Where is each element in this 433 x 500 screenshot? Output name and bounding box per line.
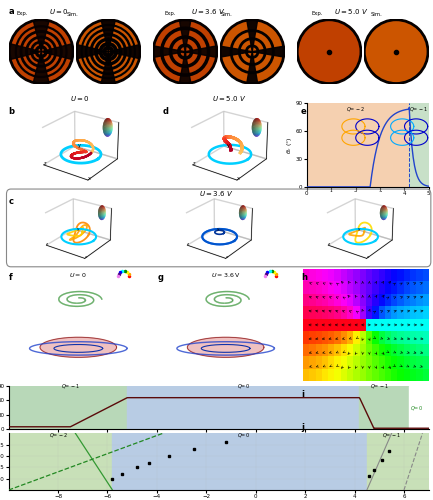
Text: $Q\!=\!0$: $Q\!=\!0$ (410, 404, 423, 412)
Bar (367, 433, 429, 490)
Text: $Q\!=\!-1$: $Q\!=\!-1$ (370, 382, 389, 390)
Text: Sim.: Sim. (221, 12, 233, 16)
Text: h: h (301, 272, 307, 281)
Bar (359, 386, 409, 429)
Text: a: a (9, 8, 14, 16)
Text: $U = 3.6$ V: $U = 3.6$ V (191, 8, 225, 16)
X-axis label: $U$(V): $U$(V) (360, 198, 375, 206)
Text: Exp.: Exp. (165, 12, 176, 16)
Text: $U = 3.6$ V: $U = 3.6$ V (199, 189, 234, 198)
Y-axis label: $\theta_c$ (°): $\theta_c$ (°) (285, 136, 294, 154)
Polygon shape (33, 20, 49, 52)
Circle shape (364, 20, 428, 84)
Text: $U = 5.0$ V: $U = 5.0$ V (333, 8, 368, 16)
Polygon shape (252, 46, 284, 57)
Circle shape (153, 20, 217, 84)
Text: $U = 0$: $U = 0$ (48, 8, 68, 16)
Text: Exp.: Exp. (312, 12, 323, 16)
Text: Sim.: Sim. (370, 12, 382, 16)
Text: $Q\!=\!0$: $Q\!=\!0$ (237, 431, 250, 439)
Polygon shape (179, 20, 191, 52)
Text: $U = 0$: $U = 0$ (69, 271, 87, 279)
Circle shape (220, 20, 284, 84)
Text: i: i (301, 390, 304, 399)
Bar (9, 386, 127, 429)
Text: $Q\!=\!-1$: $Q\!=\!-1$ (382, 431, 401, 439)
Text: $Q\!=\!-1$: $Q\!=\!-1$ (410, 105, 428, 113)
Bar (307, 103, 409, 187)
Text: Exp.: Exp. (16, 12, 28, 16)
Title: $U = 5.0$ V: $U = 5.0$ V (212, 94, 246, 103)
Polygon shape (153, 46, 185, 58)
Polygon shape (101, 52, 115, 84)
Text: f: f (9, 272, 13, 281)
Text: g: g (158, 272, 164, 281)
Circle shape (297, 20, 361, 84)
Text: c: c (9, 198, 14, 206)
Polygon shape (247, 52, 258, 84)
Polygon shape (179, 52, 191, 84)
Bar (9, 433, 113, 490)
Text: $Q\!=\!-1$: $Q\!=\!-1$ (61, 382, 80, 390)
Polygon shape (247, 20, 258, 52)
Text: b: b (9, 108, 15, 116)
Circle shape (10, 20, 73, 84)
Circle shape (76, 20, 140, 84)
Text: Sim.: Sim. (67, 12, 79, 16)
Polygon shape (185, 46, 217, 58)
Text: $Q\!=\!0$: $Q\!=\!0$ (237, 382, 250, 390)
Bar (409, 103, 429, 187)
Polygon shape (33, 52, 49, 84)
Text: $Q\!=\!-2$: $Q\!=\!-2$ (48, 431, 68, 439)
Polygon shape (101, 20, 115, 52)
Bar (409, 386, 429, 429)
Polygon shape (76, 44, 108, 59)
Bar (113, 433, 367, 490)
Bar (127, 386, 359, 429)
Polygon shape (187, 337, 264, 357)
Polygon shape (108, 44, 140, 59)
Text: e: e (301, 108, 307, 116)
Polygon shape (10, 44, 41, 60)
Polygon shape (220, 46, 252, 57)
Text: j: j (301, 422, 304, 432)
Text: $Q\!=\!-2$: $Q\!=\!-2$ (346, 105, 365, 113)
Text: $U = 3.6\,\mathrm{V}$: $U = 3.6\,\mathrm{V}$ (211, 271, 240, 279)
Polygon shape (40, 337, 116, 357)
Title: $U = 0$: $U = 0$ (70, 94, 90, 103)
Polygon shape (41, 44, 73, 60)
Text: d: d (162, 108, 168, 116)
